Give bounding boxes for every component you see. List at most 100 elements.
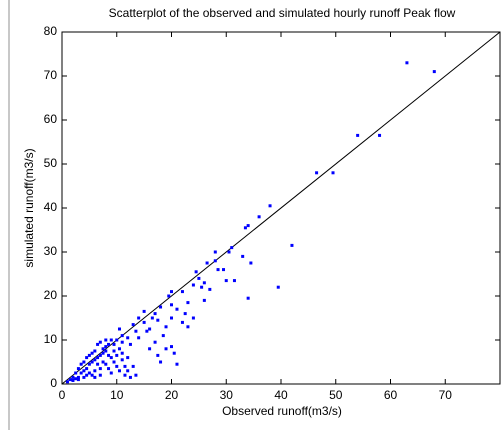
- data-point: [76, 378, 80, 382]
- data-point: [232, 279, 236, 283]
- data-point: [191, 316, 195, 320]
- data-point: [107, 342, 111, 346]
- data-point: [96, 342, 100, 346]
- data-point: [101, 351, 105, 355]
- data-point: [90, 351, 94, 355]
- data-point: [87, 362, 91, 366]
- data-point: [134, 329, 138, 333]
- data-point: [159, 360, 163, 364]
- data-point: [98, 353, 102, 357]
- data-point: [208, 287, 212, 291]
- data-point: [96, 362, 100, 366]
- data-point: [170, 303, 173, 307]
- y-tick-label: 0: [50, 376, 57, 390]
- data-point: [243, 226, 247, 230]
- data-point: [268, 204, 272, 208]
- data-point: [126, 369, 130, 373]
- data-point: [194, 270, 198, 274]
- data-point: [71, 378, 75, 382]
- data-point: [117, 327, 121, 331]
- data-point: [276, 285, 280, 289]
- data-point: [246, 224, 250, 228]
- data-point: [432, 70, 436, 74]
- y-tick-label: 70: [44, 68, 58, 82]
- data-point: [224, 279, 228, 283]
- data-point: [87, 371, 91, 375]
- data-point: [175, 362, 179, 366]
- data-point: [104, 345, 108, 349]
- x-tick-label: 20: [165, 388, 179, 402]
- data-point: [68, 378, 72, 382]
- x-axis-label: Observed runoff(m3/s): [222, 404, 342, 418]
- x-tick-label: 70: [439, 388, 453, 402]
- data-point: [120, 358, 124, 362]
- data-point: [71, 375, 75, 379]
- data-point: [82, 369, 86, 373]
- data-point: [142, 320, 146, 324]
- data-point: [153, 340, 157, 344]
- data-point: [85, 356, 89, 360]
- data-point: [170, 345, 173, 349]
- data-point: [153, 312, 157, 316]
- data-point: [90, 373, 94, 377]
- data-point: [156, 318, 160, 322]
- data-point: [128, 342, 132, 346]
- data-point: [200, 285, 204, 289]
- data-point: [164, 325, 168, 329]
- data-point: [115, 364, 119, 368]
- x-tick-label: 30: [220, 388, 234, 402]
- x-tick-label: 0: [59, 388, 66, 402]
- data-point: [101, 347, 105, 351]
- data-point: [79, 362, 83, 366]
- data-point: [142, 309, 146, 313]
- data-point: [257, 215, 261, 219]
- data-point: [180, 320, 184, 324]
- data-point: [148, 327, 152, 331]
- data-point: [87, 353, 91, 357]
- data-point: [93, 358, 97, 362]
- data-point: [107, 353, 111, 357]
- data-point: [222, 268, 226, 272]
- data-point: [123, 364, 127, 368]
- data-point: [123, 373, 127, 377]
- data-point: [156, 353, 160, 357]
- data-point: [137, 336, 141, 340]
- data-point: [213, 259, 217, 263]
- data-point: [115, 353, 119, 357]
- data-point: [79, 371, 83, 375]
- data-point: [126, 356, 130, 360]
- y-tick-label: 80: [44, 24, 58, 38]
- data-point: [246, 296, 250, 300]
- data-point: [315, 171, 319, 175]
- x-tick-label: 50: [329, 388, 343, 402]
- data-point: [85, 373, 89, 377]
- data-point: [202, 298, 206, 302]
- data-point: [186, 325, 190, 329]
- data-point: [93, 375, 97, 379]
- data-point: [175, 307, 179, 311]
- data-point: [85, 367, 89, 371]
- data-point: [107, 367, 111, 371]
- y-tick-label: 20: [44, 288, 58, 302]
- data-point: [241, 254, 245, 258]
- data-point: [356, 133, 360, 137]
- data-point: [131, 364, 135, 368]
- data-point: [109, 371, 113, 375]
- data-point: [120, 334, 124, 338]
- y-tick-label: 60: [44, 112, 58, 126]
- data-point: [197, 276, 201, 280]
- x-tick-label: 60: [384, 388, 398, 402]
- data-point: [134, 373, 138, 377]
- data-point: [205, 261, 209, 265]
- data-point: [82, 375, 86, 379]
- data-point: [378, 133, 382, 137]
- data-point: [109, 356, 113, 360]
- data-point: [98, 367, 102, 371]
- data-point: [145, 329, 149, 333]
- data-point: [191, 283, 195, 287]
- data-point: [230, 246, 234, 250]
- x-tick-label: 10: [110, 388, 124, 402]
- data-point: [126, 336, 130, 340]
- data-point: [104, 362, 108, 366]
- data-point: [161, 334, 165, 338]
